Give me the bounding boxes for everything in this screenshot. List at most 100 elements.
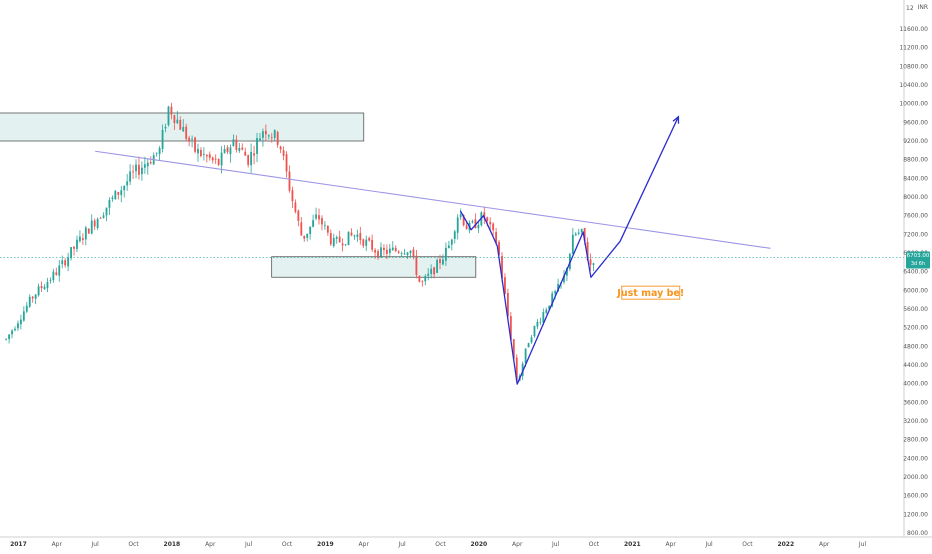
last-price-badge bbox=[906, 251, 930, 269]
candle-body bbox=[353, 235, 356, 237]
price-tick-label: 7600.00 bbox=[903, 213, 928, 220]
candle-body bbox=[244, 151, 247, 156]
candle-body bbox=[102, 215, 105, 218]
candle-body bbox=[335, 237, 338, 239]
candle-body bbox=[477, 225, 480, 229]
candle-body bbox=[412, 249, 415, 257]
candle-body bbox=[202, 154, 205, 155]
candle-body bbox=[8, 334, 11, 339]
candle-body bbox=[155, 152, 158, 154]
candle-body bbox=[70, 247, 72, 259]
candle-body bbox=[453, 231, 456, 239]
candle-body bbox=[256, 138, 258, 154]
candle-body bbox=[506, 292, 509, 317]
pattern-projection-path[interactable] bbox=[459, 116, 679, 385]
candle-body bbox=[111, 197, 114, 200]
candle-body bbox=[194, 137, 196, 152]
annotation-box[interactable] bbox=[621, 285, 681, 300]
candle-body bbox=[140, 167, 143, 175]
candle-body bbox=[114, 190, 117, 200]
candle-body bbox=[247, 155, 250, 165]
candle-body bbox=[589, 259, 592, 265]
candle-body bbox=[439, 259, 441, 264]
price-tick-label: 9600.00 bbox=[903, 119, 928, 126]
price-tick-label: 4800.00 bbox=[903, 343, 928, 350]
candle-body bbox=[158, 148, 161, 155]
candle-body bbox=[173, 115, 176, 123]
candle-body bbox=[197, 148, 199, 154]
candle-body bbox=[592, 263, 595, 265]
candle-body bbox=[400, 253, 403, 255]
time-tick-label: Oct bbox=[589, 541, 600, 548]
candle-body bbox=[120, 190, 123, 196]
price-axis[interactable]: 11600.00 11200.00 10800.00 10400.00 10000.00… bbox=[899, 4, 930, 537]
price-tick-label: 11200.00 bbox=[899, 45, 928, 52]
candle-body bbox=[427, 273, 430, 276]
candle-body bbox=[294, 202, 297, 212]
candle-body bbox=[394, 247, 397, 252]
time-tick-label: Apr bbox=[512, 541, 523, 548]
price-tick-label: 8400.00 bbox=[903, 175, 928, 182]
candle-body bbox=[250, 151, 253, 166]
time-tick-label: Oct bbox=[128, 541, 139, 548]
candle-body bbox=[450, 239, 453, 245]
candle-body bbox=[285, 154, 288, 172]
candle-body bbox=[58, 265, 61, 276]
candle-body bbox=[492, 223, 495, 231]
candle-body bbox=[270, 137, 273, 139]
candle-body bbox=[81, 238, 84, 241]
price-tick-label: 4400.00 bbox=[903, 362, 928, 369]
candle-body bbox=[135, 164, 137, 172]
time-tick-label: 2019 bbox=[317, 541, 334, 548]
candle-body bbox=[563, 275, 565, 283]
candle-body bbox=[430, 268, 433, 275]
candle-body bbox=[501, 256, 503, 279]
candle-body bbox=[385, 249, 388, 255]
candle-body bbox=[489, 221, 492, 225]
candle-body bbox=[117, 192, 120, 195]
candle-body bbox=[291, 190, 294, 202]
price-tick-label: 4000.00 bbox=[903, 381, 928, 388]
candle-body bbox=[238, 147, 241, 151]
candle-body bbox=[87, 228, 90, 234]
upper-resistance-zone[interactable] bbox=[0, 112, 365, 142]
candle-body bbox=[321, 218, 323, 225]
candle-body bbox=[442, 259, 444, 265]
candle-body bbox=[123, 186, 126, 191]
zones bbox=[0, 112, 477, 278]
candle-body bbox=[542, 312, 545, 323]
time-tick-label: Apr bbox=[52, 541, 63, 548]
price-tick-label: 800.00 bbox=[907, 530, 928, 537]
price-tick-label: 6000.00 bbox=[903, 287, 928, 294]
time-tick-label: Jul bbox=[551, 541, 560, 548]
candle-body bbox=[273, 130, 276, 138]
currency-label: INR bbox=[918, 4, 928, 11]
candle-body bbox=[406, 252, 409, 256]
candle-body bbox=[170, 106, 173, 115]
candle-body bbox=[383, 247, 385, 250]
candle-body bbox=[471, 221, 474, 223]
candle-body bbox=[368, 238, 371, 241]
price-tick-label: 1200.00 bbox=[903, 511, 928, 518]
candle-body bbox=[259, 138, 261, 141]
candle-body bbox=[300, 222, 303, 236]
candle-body bbox=[211, 157, 214, 161]
descending-trendline[interactable] bbox=[95, 150, 771, 249]
time-tick-label: 2022 bbox=[777, 541, 794, 548]
candle-body bbox=[539, 321, 542, 323]
lower-support-zone[interactable] bbox=[271, 256, 477, 278]
time-axis[interactable]: 2017 Apr Jul Oct 2018 Apr Jul Oct 2019 Apr Jul Oct 2… bbox=[10, 541, 866, 548]
candle-body bbox=[5, 338, 8, 340]
candles bbox=[5, 102, 595, 383]
projection-arrowhead bbox=[672, 115, 680, 124]
candle-body bbox=[445, 247, 447, 261]
candle-body bbox=[332, 237, 335, 247]
time-tick-label: Apr bbox=[205, 541, 216, 548]
time-tick-label: Jul bbox=[244, 541, 253, 548]
candle-body bbox=[465, 225, 468, 230]
candle-body bbox=[315, 214, 317, 219]
candle-body bbox=[52, 271, 55, 281]
candle-body bbox=[557, 284, 559, 292]
